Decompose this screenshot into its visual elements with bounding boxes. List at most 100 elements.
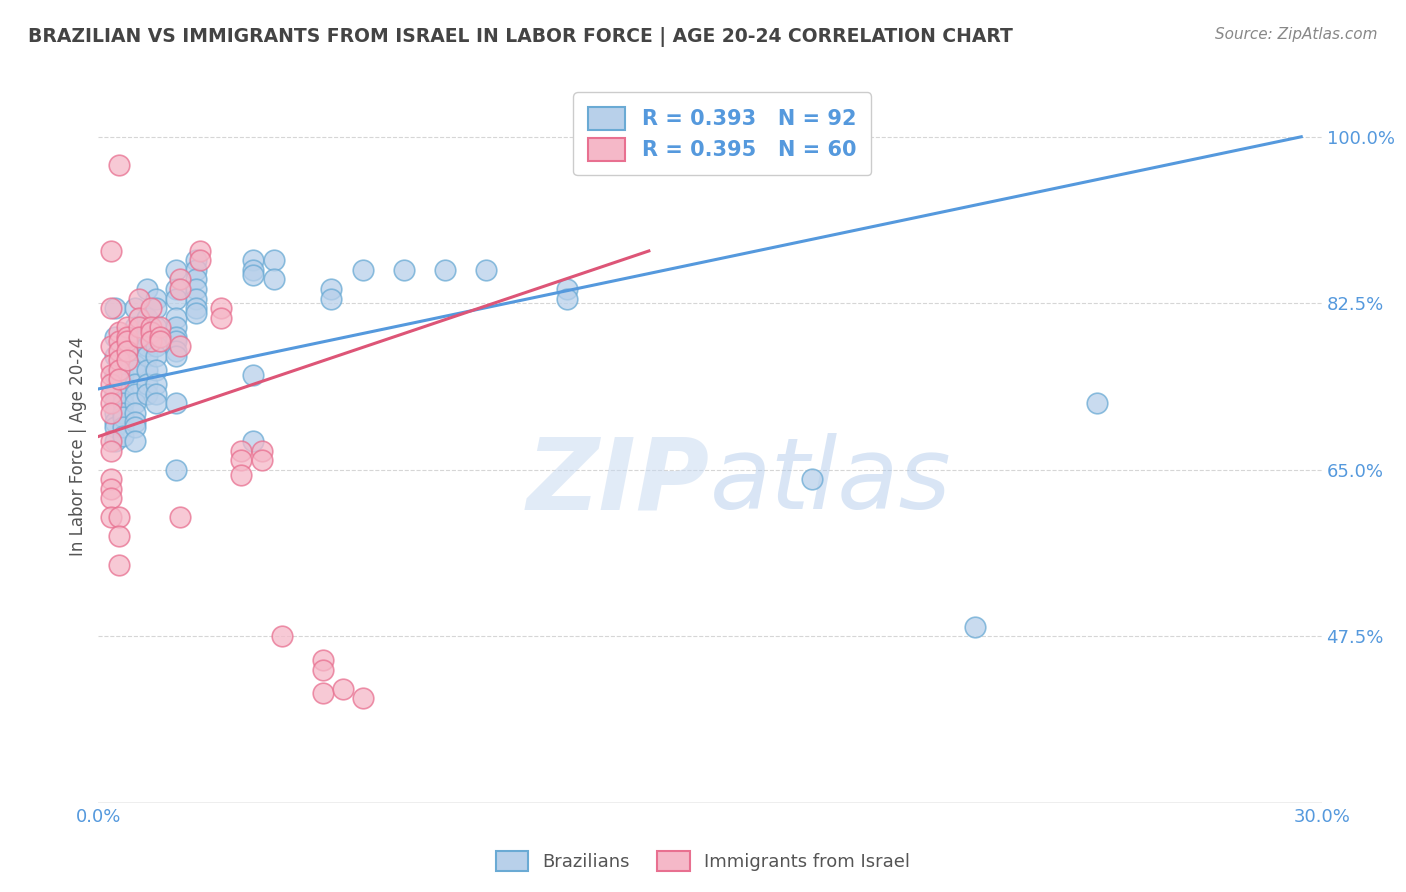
Point xyxy=(231,443,253,458)
Point xyxy=(108,510,131,524)
Point xyxy=(115,329,138,343)
Point xyxy=(104,434,127,449)
Point xyxy=(104,349,127,363)
Point xyxy=(100,358,122,372)
Point xyxy=(188,244,212,258)
Point xyxy=(312,663,335,677)
Point xyxy=(186,272,208,286)
Point xyxy=(1167,829,1189,843)
Point xyxy=(124,358,146,372)
Point xyxy=(104,301,127,315)
Point xyxy=(136,363,159,377)
Text: BRAZILIAN VS IMMIGRANTS FROM ISRAEL IN LABOR FORCE | AGE 20-24 CORRELATION CHART: BRAZILIAN VS IMMIGRANTS FROM ISRAEL IN L… xyxy=(28,27,1012,46)
Point xyxy=(186,282,208,296)
Point xyxy=(111,396,134,410)
Point xyxy=(141,320,163,334)
Point xyxy=(100,386,122,401)
Point xyxy=(108,158,131,172)
Point xyxy=(186,301,208,315)
Point xyxy=(100,443,122,458)
Point xyxy=(108,343,131,358)
Point xyxy=(145,396,167,410)
Point xyxy=(115,343,138,358)
Point xyxy=(111,358,134,372)
Point xyxy=(242,434,264,449)
Point xyxy=(128,310,150,325)
Point xyxy=(136,310,159,325)
Point xyxy=(124,406,146,420)
Point xyxy=(186,306,208,320)
Point xyxy=(100,434,122,449)
Point xyxy=(141,334,163,349)
Point xyxy=(111,420,134,434)
Point xyxy=(145,292,167,306)
Point xyxy=(111,410,134,425)
Point xyxy=(128,329,150,343)
Point xyxy=(141,301,163,315)
Point xyxy=(124,301,146,315)
Point xyxy=(100,377,122,392)
Point xyxy=(165,463,187,477)
Point xyxy=(165,343,187,358)
Point xyxy=(165,282,187,296)
Point xyxy=(319,292,342,306)
Point xyxy=(555,292,579,306)
Point xyxy=(270,629,294,643)
Point xyxy=(169,272,191,286)
Point xyxy=(136,377,159,392)
Point xyxy=(104,415,127,429)
Point xyxy=(165,320,187,334)
Point xyxy=(136,386,159,401)
Point xyxy=(165,329,187,343)
Point xyxy=(108,558,131,572)
Point xyxy=(136,349,159,363)
Point xyxy=(100,301,122,315)
Point xyxy=(104,406,127,420)
Point xyxy=(149,329,172,343)
Point xyxy=(100,472,122,486)
Point xyxy=(115,334,138,349)
Point xyxy=(128,320,150,334)
Point xyxy=(145,301,167,315)
Legend: R = 0.393   N = 92, R = 0.395   N = 60: R = 0.393 N = 92, R = 0.395 N = 60 xyxy=(574,93,872,176)
Point xyxy=(100,491,122,506)
Point xyxy=(149,334,172,349)
Point xyxy=(145,320,167,334)
Point xyxy=(136,282,159,296)
Point xyxy=(108,325,131,339)
Point xyxy=(474,263,498,277)
Point xyxy=(145,329,167,343)
Point xyxy=(124,339,146,353)
Point xyxy=(165,334,187,349)
Point xyxy=(186,292,208,306)
Point xyxy=(209,310,232,325)
Point xyxy=(136,329,159,343)
Point xyxy=(165,396,187,410)
Point xyxy=(165,310,187,325)
Point xyxy=(124,396,146,410)
Point xyxy=(169,282,191,296)
Legend: Brazilians, Immigrants from Israel: Brazilians, Immigrants from Israel xyxy=(488,844,918,879)
Point xyxy=(392,263,416,277)
Point xyxy=(124,386,146,401)
Point xyxy=(186,263,208,277)
Point xyxy=(312,653,335,667)
Point xyxy=(165,349,187,363)
Point xyxy=(104,396,127,410)
Point xyxy=(100,339,122,353)
Point xyxy=(124,349,146,363)
Point xyxy=(169,510,191,524)
Point xyxy=(242,253,264,268)
Point xyxy=(801,472,824,486)
Text: Source: ZipAtlas.com: Source: ZipAtlas.com xyxy=(1215,27,1378,42)
Point xyxy=(145,339,167,353)
Point xyxy=(555,282,579,296)
Point xyxy=(108,334,131,349)
Point xyxy=(124,415,146,429)
Point xyxy=(145,377,167,392)
Point xyxy=(250,453,273,467)
Point xyxy=(111,377,134,392)
Point xyxy=(1085,396,1108,410)
Point xyxy=(145,386,167,401)
Point xyxy=(352,263,374,277)
